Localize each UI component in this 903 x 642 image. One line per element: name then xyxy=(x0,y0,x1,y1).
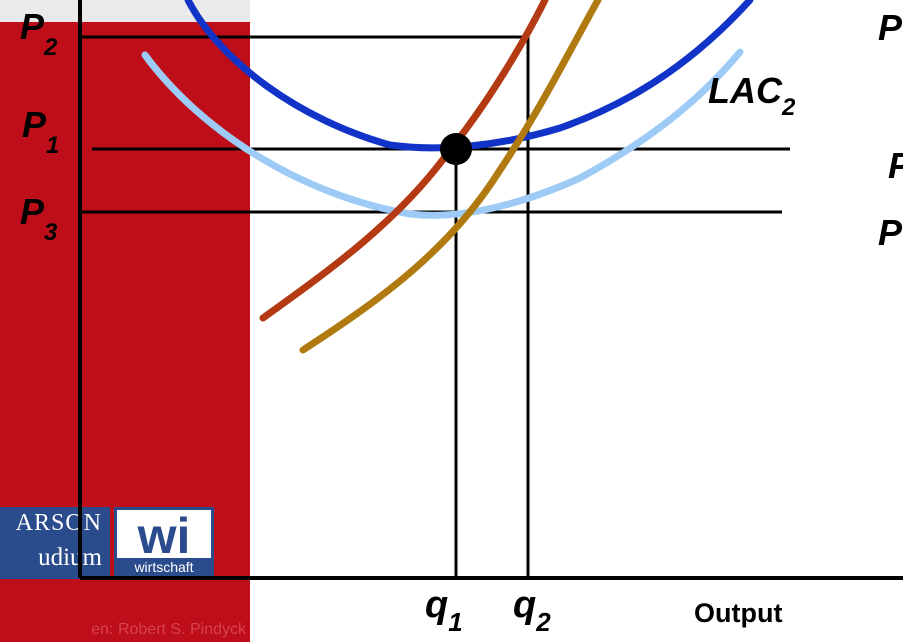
lmc1-curve xyxy=(259,0,549,322)
wi-logo-mark: wi xyxy=(137,508,191,564)
output-axis-label: Output xyxy=(694,598,782,628)
wi-logo-subtext: wirtschaft xyxy=(117,558,211,576)
p2-label: P2 xyxy=(20,6,58,61)
pearson-logo xyxy=(0,507,110,579)
right-price-label-top: P xyxy=(878,7,903,48)
equilibrium-point xyxy=(440,133,472,165)
q1-label: q1 xyxy=(425,584,463,637)
lmc2-curve xyxy=(299,0,602,354)
q2-label: q2 xyxy=(513,584,551,637)
pearson-logo-text: ARSON xyxy=(15,510,102,536)
right-price-label-mid: P xyxy=(888,145,903,186)
lac2-curve xyxy=(141,48,744,219)
lac2-label: LAC2 xyxy=(708,70,796,121)
studium-logo-text: udium xyxy=(38,544,102,571)
p1-label: P1 xyxy=(22,104,59,159)
p3-label: P3 xyxy=(20,191,58,246)
right-price-label-low: P xyxy=(878,212,903,253)
author-credit: en: Robert S. Pindyck xyxy=(91,621,246,638)
